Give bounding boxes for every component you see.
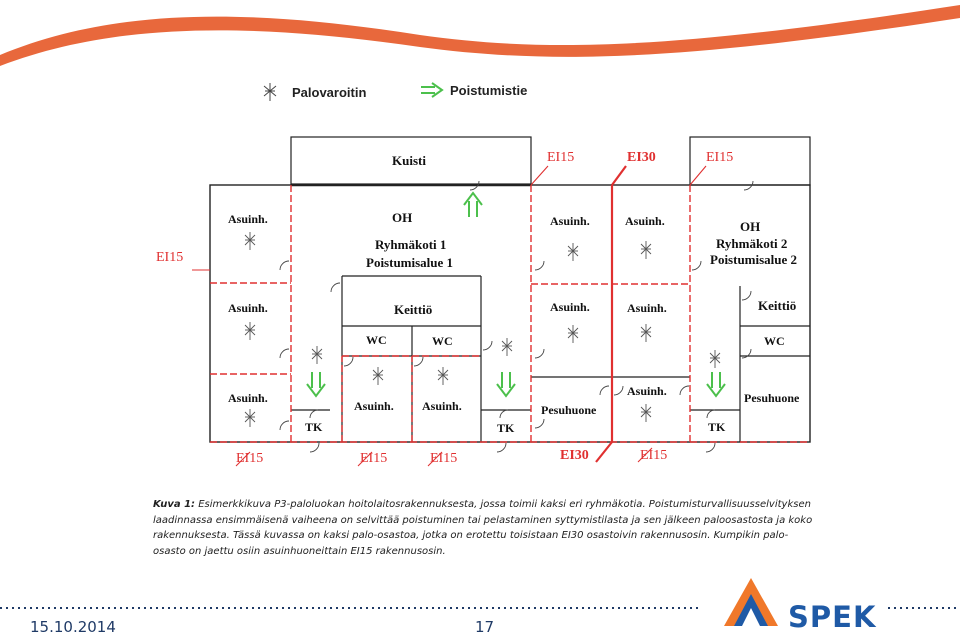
outer-walls [209,184,811,443]
smoke-detector-icon [263,83,277,101]
door-arcs [279,180,754,453]
room-pesuhuone-1: Pesuhuone [541,403,597,417]
ei15-label-top-2: EI15 [706,150,734,165]
caption-prefix: Kuva 1: [153,499,196,510]
group-left: Ryhmäkoti 1 [375,237,447,252]
room-asuinh-2: Asuinh. [228,301,268,315]
group-right: Ryhmäkoti 2 [716,236,788,251]
legend-exit: Poistumistie [420,82,527,98]
brand-name: SPEK [788,600,877,634]
legend-detector: Palovaroitin [262,82,366,102]
ei15-walls [210,185,810,443]
footer-date: 15.10.2014 [30,618,116,636]
room-wc-2: WC [432,334,453,348]
zone-right: Poistumisalue 2 [710,252,798,267]
ei30-label-bottom: EI30 [560,448,589,463]
ei15-label-left: EI15 [156,250,184,265]
zone-left: Poistumisalue 1 [366,255,454,270]
footer-page-number: 17 [475,618,495,636]
ei15-label-bottom-3: EI15 [430,451,458,466]
floor-plan [192,136,811,467]
oh-right: OH [740,219,761,234]
spek-logo-icon [724,578,778,626]
ei15-label-top-1: EI15 [547,150,575,165]
room-asuinh-5: Asuinh. [422,399,462,413]
room-asuinh-1: Asuinh. [228,212,268,226]
oh-left: OH [392,210,413,225]
room-keittio-left: Keittiö [394,302,433,317]
room-asuinh-4: Asuinh. [354,399,394,413]
top-swoosh [0,5,960,66]
ei30-label-top: EI30 [627,150,656,165]
room-wc-1: WC [366,333,387,347]
legend-exit-label: Poistumistie [450,82,528,98]
figure-caption: Kuva 1: Esimerkkikuva P3-paloluokan hoit… [153,497,813,559]
exit-arrow-icon [421,82,444,98]
room-asuinh-8: Asuinh. [550,300,590,314]
room-keittio-right: Keittiö [758,298,797,313]
room-wc-3: WC [764,334,785,348]
room-kuisti: Kuisti [392,153,426,168]
ei15-label-bottom-4: EI15 [640,448,668,463]
room-asuinh-6: Asuinh. [550,214,590,228]
ei15-label-bottom-2: EI15 [360,451,388,466]
room-asuinh-9: Asuinh. [627,301,667,315]
room-tk-1: TK [305,420,323,434]
label-leaders [192,165,707,467]
ei15-label-bottom-1: EI15 [236,451,264,466]
room-asuinh-7: Asuinh. [625,214,665,228]
ei30-wall [595,165,627,463]
room-asuinh-10: Asuinh. [627,384,667,398]
room-pesuhuone-2: Pesuhuone [744,391,800,405]
room-tk-3: TK [708,420,726,434]
room-asuinh-3: Asuinh. [228,391,268,405]
room-tk-2: TK [497,421,515,435]
caption-text: Esimerkkikuva P3-paloluokan hoitolaitosr… [153,499,813,557]
legend-detector-label: Palovaroitin [292,84,367,100]
footer-dots [0,607,960,609]
